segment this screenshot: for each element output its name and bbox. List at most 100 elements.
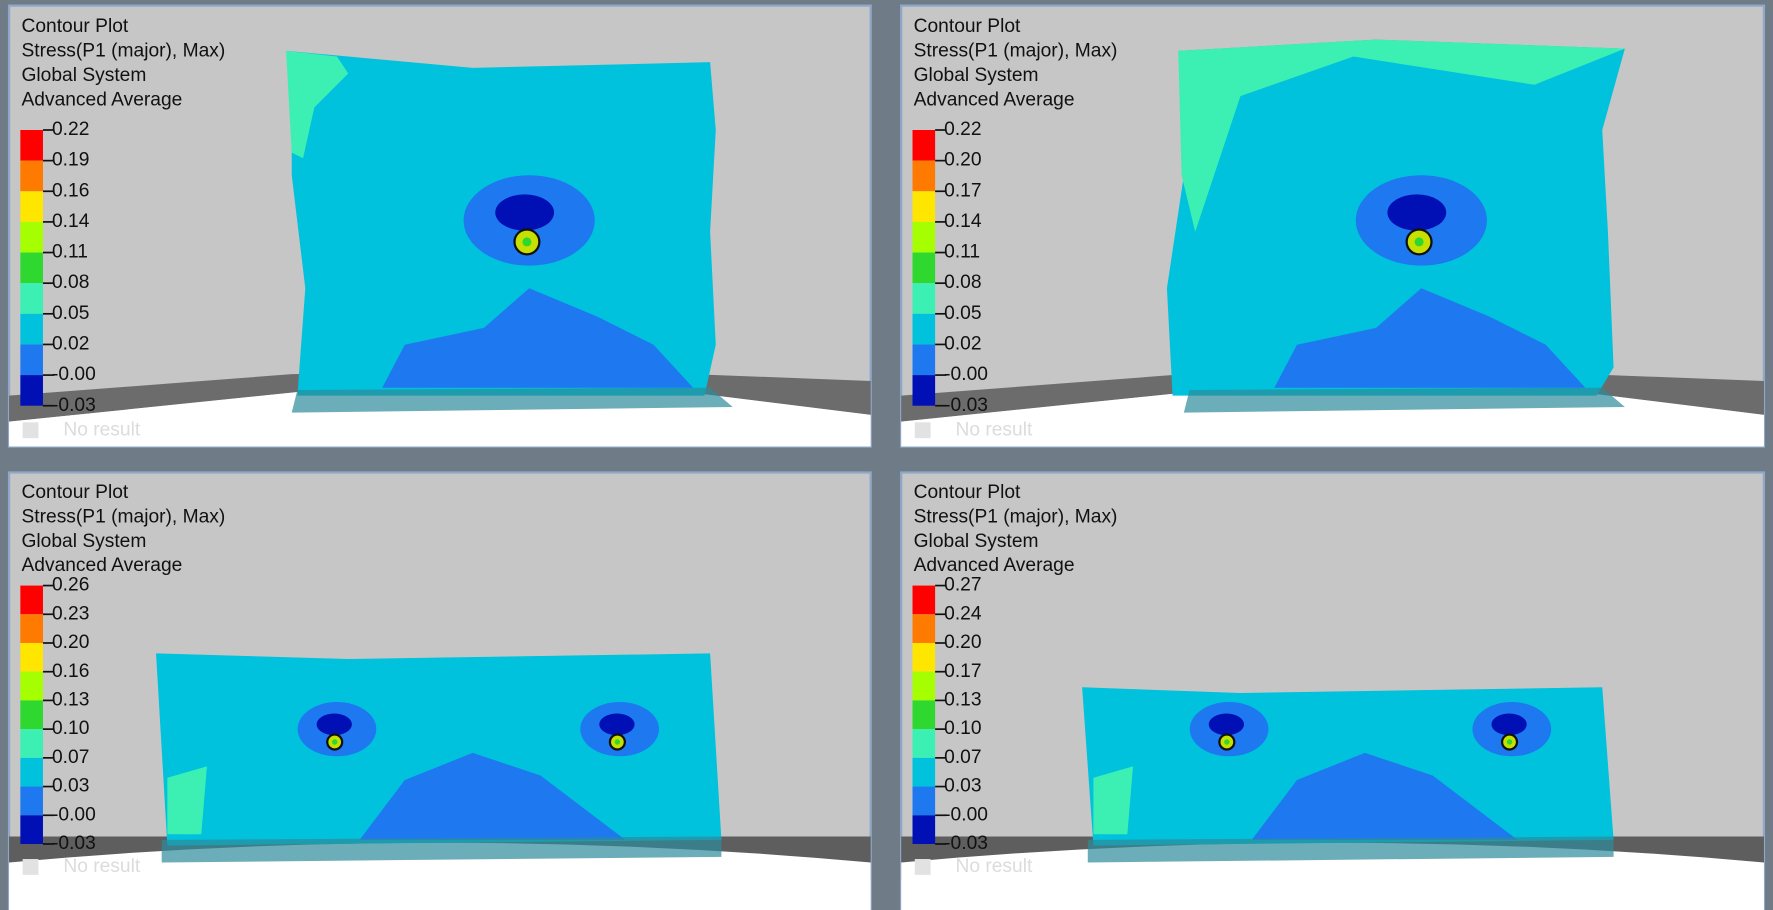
bolt-hole-core <box>1414 237 1424 247</box>
stress-zone <box>1093 766 1134 835</box>
legend-label: No result <box>955 419 1033 440</box>
plot-header: Global System <box>21 531 146 552</box>
legend-label: -0.03 <box>52 395 96 416</box>
legend-swatch <box>912 671 936 701</box>
support-band <box>291 387 733 413</box>
legend-label: -0.00 <box>944 364 988 385</box>
legend-swatch <box>912 252 936 284</box>
legend-swatch <box>20 221 43 253</box>
plot-header: Contour Plot <box>21 482 128 503</box>
bolt-hole-core <box>522 237 532 247</box>
legend-label: 0.22 <box>944 119 981 140</box>
legend-label: 0.22 <box>52 119 89 140</box>
plot-header: Global System <box>914 65 1039 86</box>
stress-zone <box>167 766 207 835</box>
legend-swatch <box>912 786 936 816</box>
legend-label: 0.17 <box>944 180 981 201</box>
legend-label: 0.05 <box>52 303 89 324</box>
legend-swatch <box>912 757 936 787</box>
contour-panel: Contour Plot Stress(P1 (major), Max) Globa… <box>900 471 1766 910</box>
legend-swatch <box>20 729 43 758</box>
legend-label: -0.03 <box>944 395 988 416</box>
legend-label: 0.08 <box>52 272 89 293</box>
plot-header: Global System <box>914 531 1039 552</box>
legend-label: 0.16 <box>52 661 89 682</box>
legend-label: -0.00 <box>944 804 988 825</box>
legend-swatch <box>914 859 931 875</box>
legend-swatch <box>912 642 936 672</box>
stress-zone <box>1491 713 1527 736</box>
legend-swatch <box>912 130 936 161</box>
plot-header: Advanced Average <box>21 89 182 110</box>
legend-label: 0.10 <box>52 718 89 739</box>
plot-header: Advanced Average <box>914 89 1075 110</box>
legend-swatch <box>20 614 43 643</box>
legend-label: 0.17 <box>944 661 981 682</box>
legend-swatch <box>912 700 936 730</box>
legend-label: 0.23 <box>52 603 89 624</box>
plot-header: Contour Plot <box>21 16 128 37</box>
legend-swatch <box>20 815 43 844</box>
legend-swatch <box>912 283 936 314</box>
stress-zone <box>286 50 349 159</box>
stress-field <box>156 653 722 846</box>
legend-label: 0.02 <box>944 334 981 355</box>
stress-zone <box>1251 752 1518 840</box>
contour-panel: Contour Plot Stress(P1 (major), Max) Globa… <box>900 4 1766 448</box>
legend-label: 0.20 <box>52 632 89 653</box>
bolt-hole-core <box>331 739 338 745</box>
stress-zone <box>1178 39 1625 232</box>
legend-swatch <box>912 375 936 406</box>
legend-swatch <box>20 130 43 161</box>
plot-header: Advanced Average <box>914 555 1075 576</box>
legend-swatch <box>22 859 39 875</box>
legend-label: 0.14 <box>944 211 982 232</box>
legend-swatch <box>22 422 39 439</box>
stress-zone <box>316 713 352 736</box>
legend-label: -0.00 <box>52 804 96 825</box>
legend-swatch <box>912 191 936 222</box>
legend-label: 0.05 <box>944 303 981 324</box>
legend-label: 0.26 <box>52 575 89 596</box>
legend-label: 0.11 <box>944 242 980 263</box>
stress-zone <box>1387 194 1447 231</box>
legend-swatch <box>20 786 43 816</box>
legend-label: 0.20 <box>944 632 981 653</box>
legend-swatch <box>20 191 43 222</box>
legend-label: 0.03 <box>52 776 89 797</box>
legend-swatch <box>20 585 43 615</box>
legend-label: 0.07 <box>52 747 89 768</box>
plot-header: Stress(P1 (major), Max) <box>21 41 225 62</box>
legend-swatch <box>912 614 936 643</box>
legend-label: 0.13 <box>944 689 981 710</box>
legend-label: 0.27 <box>944 575 981 596</box>
legend-swatch <box>20 700 43 730</box>
legend-swatch <box>20 252 43 284</box>
legend-swatch <box>912 160 936 192</box>
stress-zone <box>1274 288 1586 388</box>
legend-label: 0.10 <box>944 718 981 739</box>
legend-label: 0.14 <box>52 211 90 232</box>
legend-label: No result <box>955 856 1033 877</box>
bolt-hole-core <box>1224 739 1230 745</box>
legend-swatch <box>20 375 43 406</box>
legend-swatch <box>912 221 936 253</box>
support-band <box>1183 387 1625 413</box>
legend-label: 0.19 <box>52 150 89 171</box>
bolt-hole-core <box>1506 739 1513 745</box>
legend-label: 0.02 <box>52 334 89 355</box>
legend-swatch <box>20 757 43 787</box>
legend-label: 0.20 <box>944 150 981 171</box>
contour-panel: Contour Plot Stress(P1 (major), Max) Globa… <box>7 471 872 910</box>
plot-header: Stress(P1 (major), Max) <box>914 41 1118 62</box>
plot-header: Stress(P1 (major), Max) <box>914 506 1118 527</box>
legend-swatch <box>20 313 43 345</box>
stress-zone <box>382 288 694 388</box>
stress-zone <box>599 713 635 736</box>
contour-panel: Contour Plot Stress(P1 (major), Max) Globa… <box>7 4 872 448</box>
stress-zone <box>495 194 555 231</box>
legend-label: 0.03 <box>944 776 981 797</box>
legend-swatch <box>20 283 43 314</box>
